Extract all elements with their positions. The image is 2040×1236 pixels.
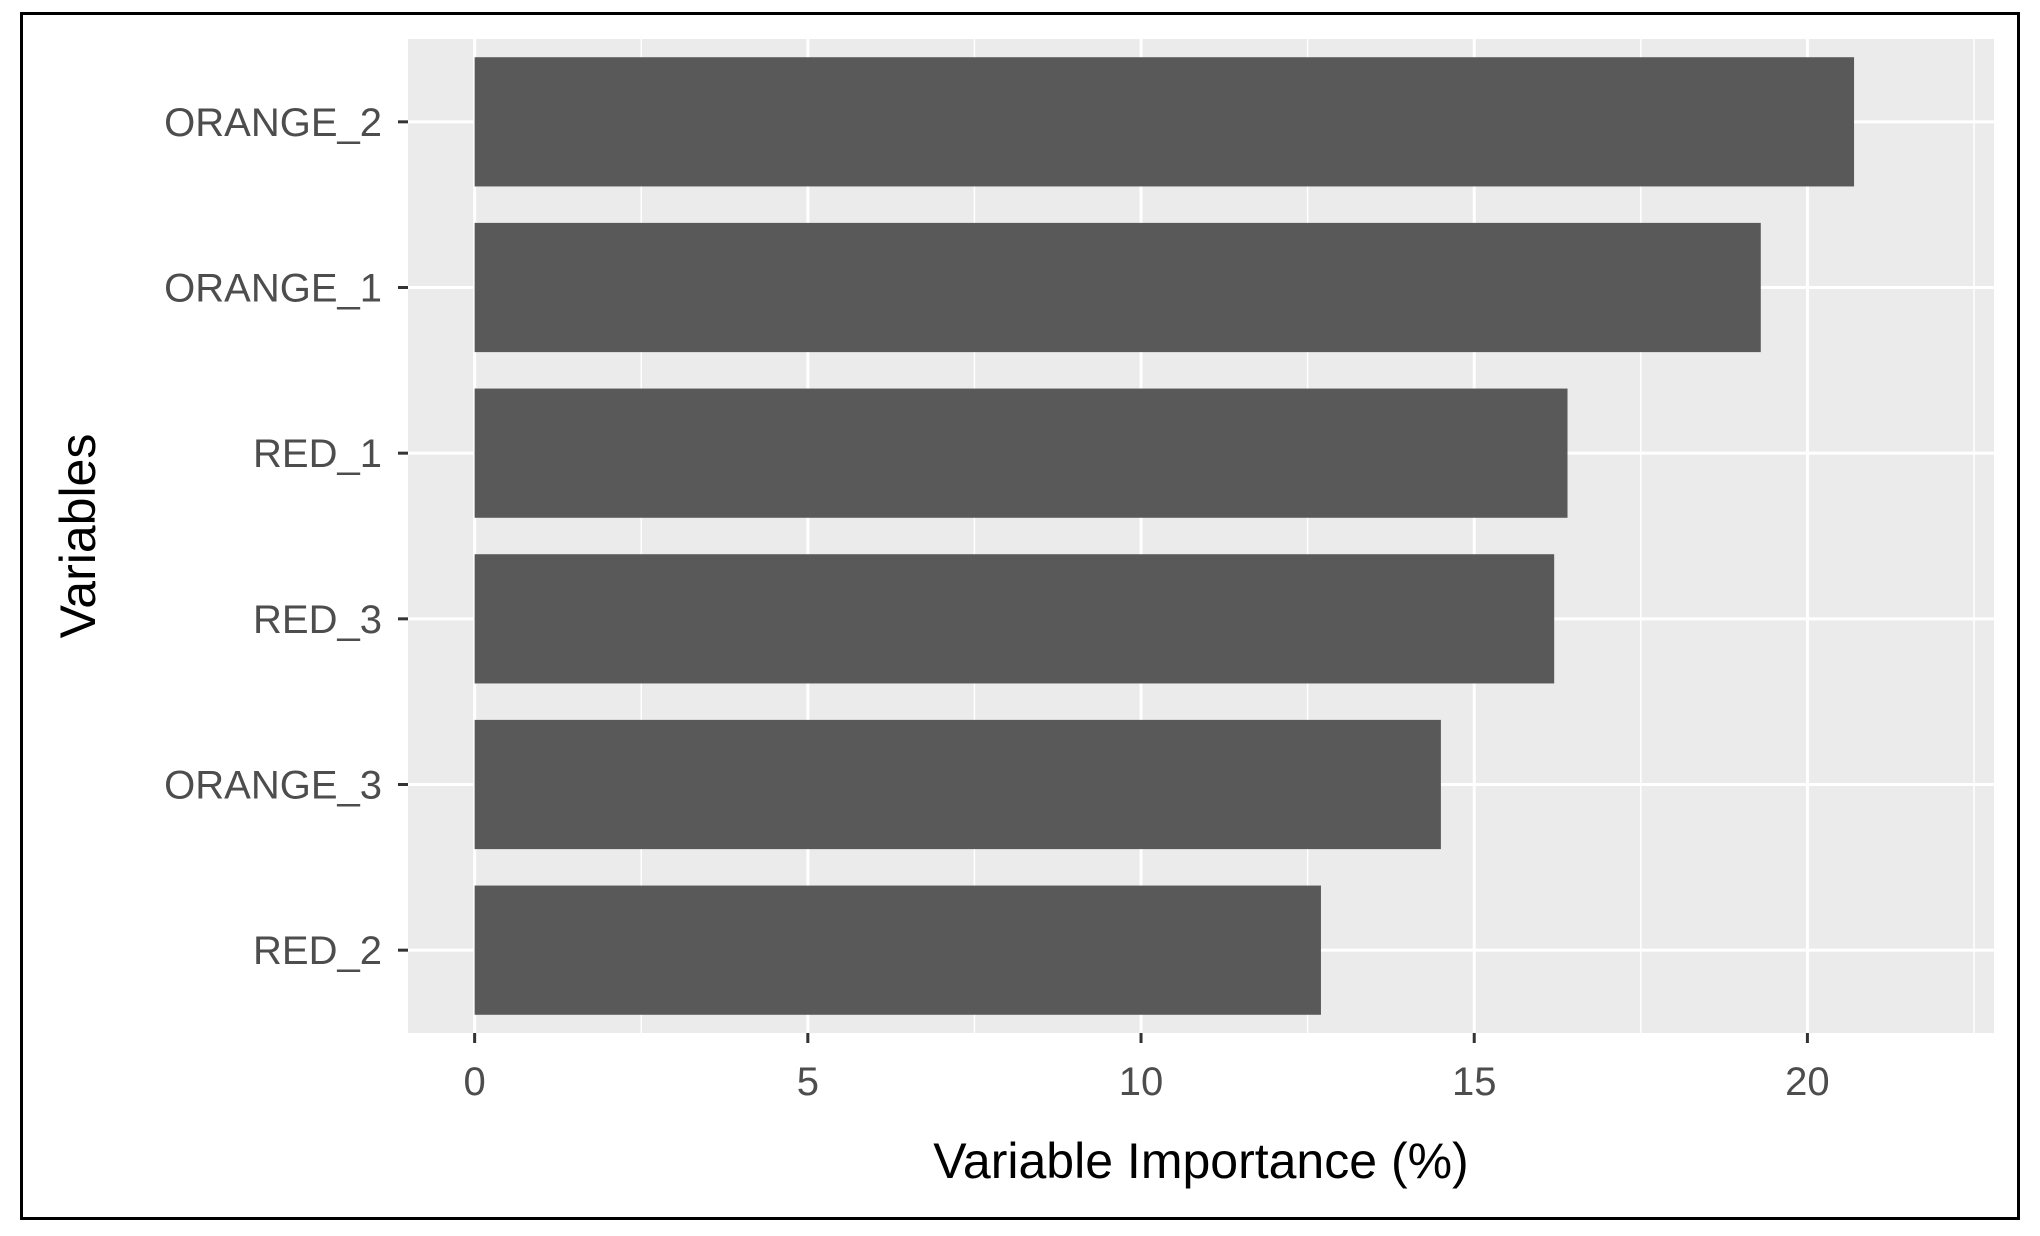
y-tick-label: ORANGE_1 — [164, 267, 382, 311]
y-axis-title: Variables — [50, 434, 106, 639]
x-tick-label: 5 — [797, 1060, 819, 1104]
plot-panel — [408, 39, 1994, 1033]
y-tick-label: RED_2 — [253, 929, 382, 973]
bar-orange_2 — [474, 57, 1855, 187]
x-axis-title: Variable Importance (%) — [933, 1133, 1468, 1189]
y-tick-label: ORANGE_2 — [164, 101, 382, 145]
x-tick-label: 20 — [1785, 1060, 1830, 1104]
chart-frame — [20, 12, 2020, 1220]
bar-orange_1 — [474, 222, 1761, 353]
x-tick-label: 15 — [1452, 1060, 1497, 1104]
bar-red_2 — [474, 885, 1321, 1015]
x-tick-label: 0 — [464, 1060, 486, 1104]
bar-orange_3 — [474, 719, 1441, 850]
x-tick-label: 10 — [1119, 1060, 1164, 1104]
y-tick-label: RED_1 — [253, 432, 382, 476]
y-tick-label: RED_3 — [253, 598, 382, 642]
bar-red_1 — [474, 388, 1568, 518]
bar-red_3 — [474, 554, 1555, 684]
y-tick-label: ORANGE_3 — [164, 764, 382, 808]
